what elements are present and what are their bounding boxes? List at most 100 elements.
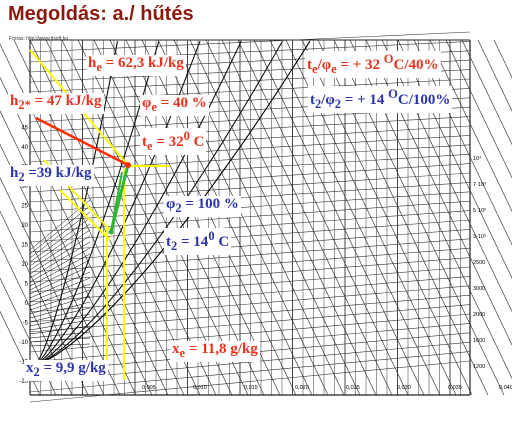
grid-line bbox=[29, 301, 91, 319]
label-phi-e: φe = 40 % bbox=[140, 95, 209, 116]
label-phi-2: φ2 = 100 % bbox=[164, 196, 241, 217]
grid-line bbox=[29, 259, 91, 291]
grid-line bbox=[29, 257, 471, 293]
grid-line bbox=[29, 276, 471, 313]
grid-line bbox=[0, 310, 41, 396]
grid-line bbox=[0, 277, 57, 396]
y-tick-label: 15 bbox=[21, 243, 28, 249]
grid-line bbox=[29, 247, 91, 283]
y-tick-label: -15 bbox=[19, 360, 28, 366]
grid-line bbox=[29, 360, 471, 403]
grid-line bbox=[29, 191, 471, 223]
label-t-e: te = 320 C bbox=[140, 128, 207, 155]
x-tick-label: 0,040 bbox=[499, 385, 512, 391]
x-tick-label: 0,010 bbox=[193, 385, 207, 391]
grid-line bbox=[29, 210, 471, 243]
y-tick-label: 0 bbox=[25, 301, 29, 307]
grid-line bbox=[237, 39, 409, 396]
relative-humidity-curve bbox=[34, 40, 160, 366]
grid-line bbox=[29, 211, 91, 259]
y-tick-label: -10 bbox=[19, 340, 28, 346]
label-t2-phi2: t2/φ2 = + 14 OC/100% bbox=[308, 86, 453, 113]
y-tick-label: -5 bbox=[23, 321, 29, 327]
grid-line bbox=[29, 277, 91, 303]
grid-line bbox=[29, 331, 91, 339]
page-title: Megoldás: a./ hűtés bbox=[8, 3, 194, 25]
grid-line bbox=[29, 294, 471, 333]
grid-line bbox=[93, 39, 265, 396]
grid-line bbox=[0, 177, 105, 396]
grid-line bbox=[29, 351, 471, 393]
grid-line bbox=[29, 163, 471, 193]
grid-line bbox=[29, 313, 91, 327]
right-tick-label: 1600 bbox=[473, 338, 485, 344]
y-tick-label: 10 bbox=[21, 262, 28, 268]
grid-line bbox=[29, 229, 91, 271]
grid-line bbox=[29, 31, 471, 53]
grid-line bbox=[29, 125, 471, 153]
grid-line bbox=[29, 229, 471, 263]
grid-line bbox=[221, 39, 393, 396]
source-note: Forrás: http://www.tlsoft.hu bbox=[9, 36, 69, 42]
grid-line bbox=[29, 223, 91, 267]
grid-line bbox=[29, 343, 91, 347]
y-tick-label: 25 bbox=[21, 204, 28, 210]
grid-line bbox=[29, 153, 471, 183]
grid-line bbox=[29, 235, 91, 275]
y-tick-label: 40 bbox=[21, 145, 28, 151]
grid-line bbox=[0, 210, 89, 396]
grid-line bbox=[29, 271, 91, 299]
label-x-e: xe = 11,8 g/kg bbox=[170, 341, 260, 362]
grid-line bbox=[461, 39, 512, 146]
grid-line bbox=[29, 182, 471, 213]
x-tick-label: 0,030 bbox=[397, 385, 411, 391]
grid-line bbox=[29, 241, 91, 279]
x-tick-label: 0,015 bbox=[244, 385, 258, 391]
grid-line bbox=[445, 39, 512, 179]
grid-line bbox=[29, 337, 91, 343]
right-tick-label: 2500 bbox=[473, 260, 485, 266]
right-tick-label: 3000 bbox=[473, 286, 485, 292]
grid-line bbox=[29, 266, 471, 303]
grid-line bbox=[189, 39, 361, 396]
label-x-2: x2 = 9,9 g/kg bbox=[24, 360, 108, 381]
label-h2-star: h2* = 47 kJ/kg bbox=[8, 93, 104, 114]
grid-line bbox=[29, 199, 91, 251]
label-h-2: h2 =39 kJ/kg bbox=[8, 165, 94, 186]
state-point-e bbox=[125, 162, 131, 168]
grid-line bbox=[29, 304, 471, 343]
right-tick-label: 7·10³ bbox=[473, 182, 486, 188]
x-tick-label: 0,020 bbox=[295, 385, 309, 391]
right-tick-label: 3·10³ bbox=[473, 234, 486, 240]
grid-line bbox=[29, 135, 471, 163]
grid-line bbox=[29, 238, 471, 273]
grid-line bbox=[0, 143, 121, 396]
grid-line bbox=[429, 39, 512, 212]
state-point-2 bbox=[108, 229, 114, 235]
grid-line bbox=[29, 307, 91, 323]
label-t-2: t2 = 140 C bbox=[164, 228, 232, 255]
grid-line bbox=[29, 289, 91, 311]
grid-line bbox=[29, 217, 91, 263]
grid-line bbox=[29, 116, 471, 143]
label-h-e: he = 62,3 kJ/kg bbox=[86, 55, 186, 76]
grid-line bbox=[0, 243, 73, 396]
right-tick-label: 1200 bbox=[473, 364, 485, 370]
grid-line bbox=[29, 283, 91, 307]
grid-line bbox=[205, 39, 377, 396]
right-tick-label: 5·10³ bbox=[473, 208, 486, 214]
grid-line bbox=[29, 219, 471, 253]
grid-line bbox=[29, 325, 91, 335]
grid-line bbox=[29, 265, 91, 295]
y-tick-label: 30 bbox=[21, 184, 28, 190]
axis-ticks: 50454035302520151050-5-10-15-200,0050,01… bbox=[19, 106, 512, 391]
x-tick-label: 0,035 bbox=[448, 385, 462, 391]
y-tick-label: 20 bbox=[21, 223, 28, 229]
grid-line bbox=[29, 144, 471, 173]
grid-line bbox=[477, 39, 512, 112]
grid-line bbox=[29, 295, 91, 315]
grid-line bbox=[269, 39, 441, 396]
y-tick-label: 5 bbox=[25, 282, 29, 288]
x-tick-label: 0,025 bbox=[346, 385, 360, 391]
h2-yellow-line-2 bbox=[59, 189, 111, 241]
